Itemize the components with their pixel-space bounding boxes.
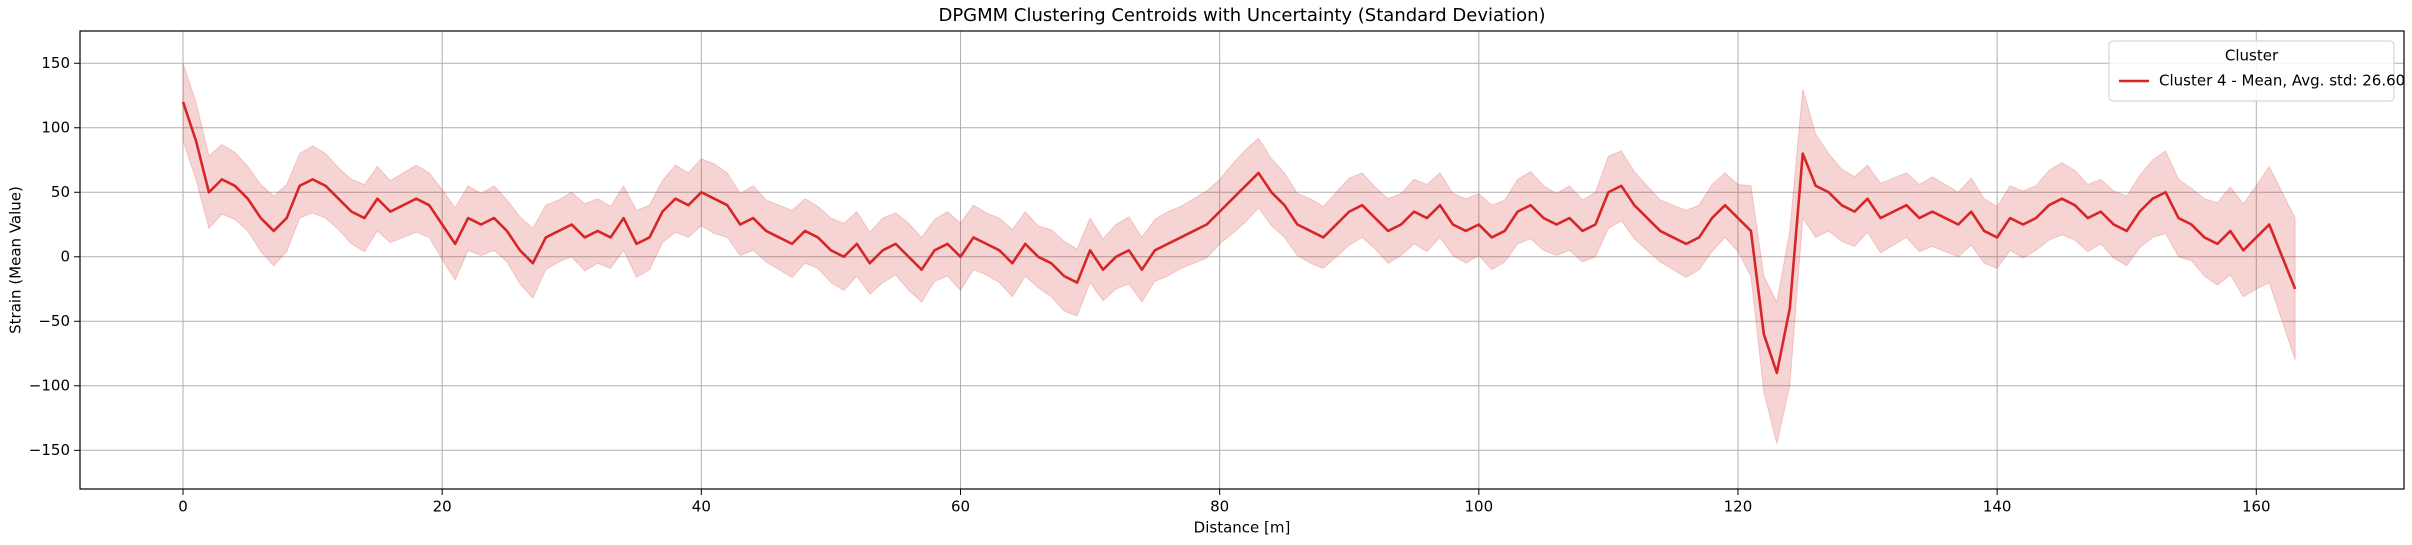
x-tick-label: 20	[433, 498, 452, 516]
line	[181, 101, 2297, 375]
x-tick-label: 80	[1210, 498, 1229, 516]
x-tick-label: 0	[178, 498, 188, 516]
x-tick-label: 40	[692, 498, 711, 516]
y-tick-label: −100	[29, 376, 70, 394]
legend-box	[2108, 40, 2395, 102]
y-tick-label: −50	[38, 312, 70, 330]
y-tick-label: −150	[29, 441, 70, 459]
y-tick-label: 0	[60, 247, 70, 265]
plot-frame	[79, 30, 2405, 490]
legend-label: Cluster 4 - Mean, Avg. std: 26.60	[2159, 72, 2405, 90]
x-axis-label: Distance [m]	[1194, 519, 1291, 537]
y-tick-label: 50	[51, 183, 70, 201]
x-tick-label: 120	[1724, 498, 1753, 516]
x-tick-label: 60	[951, 498, 970, 516]
y-tick-label: 100	[41, 118, 70, 136]
std-band	[182, 63, 2296, 444]
legend-title: Cluster	[2225, 47, 2279, 65]
x-tick-label: 160	[2242, 498, 2271, 516]
x-tick-label: 140	[1983, 498, 2012, 516]
x-tick-label: 100	[1464, 498, 1493, 516]
y-tick-label: 150	[41, 54, 70, 72]
chart-title: DPGMM Clustering Centroids with Uncertai…	[938, 5, 1545, 26]
y-axis-label: Strain (Mean Value)	[7, 186, 25, 334]
